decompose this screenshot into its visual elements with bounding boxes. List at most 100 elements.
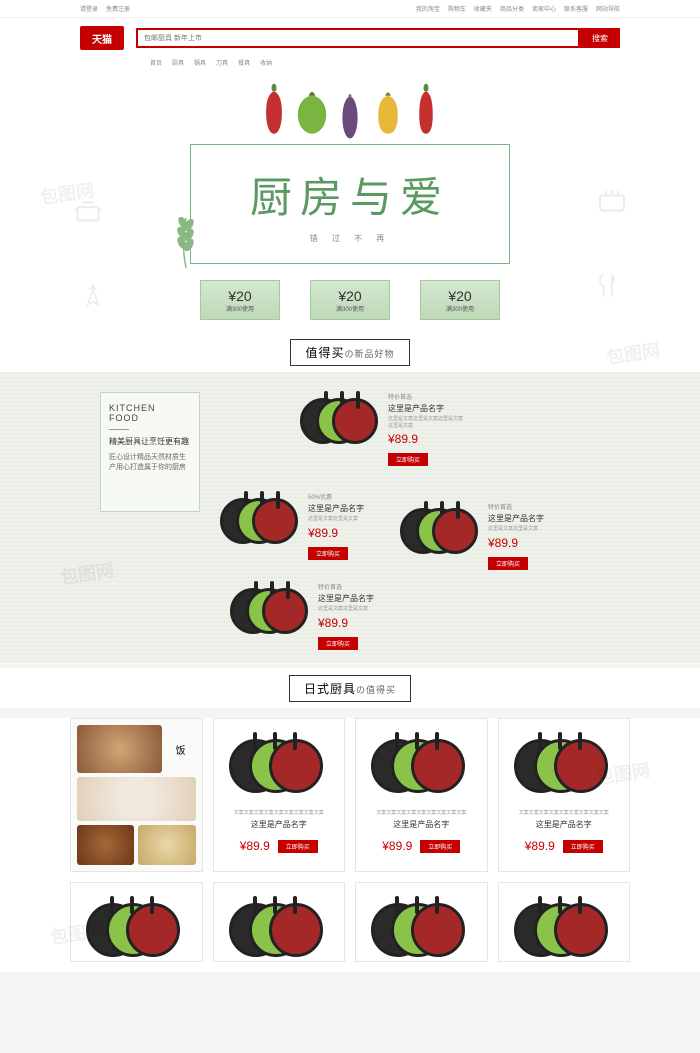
product-item[interactable]: 50%优惠这里是产品名字这里是文案这里是文案¥89.9立即购买 bbox=[220, 492, 386, 561]
product-name: 这里是产品名字 bbox=[308, 503, 386, 514]
search-button[interactable]: 搜索 bbox=[580, 28, 620, 48]
dish-image bbox=[138, 825, 195, 865]
section1-title: 值得买の新品好物 bbox=[0, 332, 700, 372]
topbar-link[interactable]: 网站导航 bbox=[596, 4, 620, 13]
product-name: 这里是产品名字 bbox=[488, 513, 566, 524]
product-card[interactable]: 文案文案文案文案文案文案文案文案文案这里是产品名字¥89.9立即购买 bbox=[213, 718, 346, 872]
buy-button[interactable]: 立即购买 bbox=[308, 547, 348, 560]
topbar-link[interactable]: 我的淘宝 bbox=[416, 4, 440, 13]
coupon-amount: ¥20 bbox=[228, 288, 251, 304]
section-title-bold: 日式厨具 bbox=[304, 682, 356, 696]
buy-button[interactable]: 立即购买 bbox=[420, 840, 460, 853]
product-grid: 饭 文案文案文案文案文案文案文案文案文案这里是产品名字¥89.9立即购买文案文案… bbox=[70, 718, 630, 872]
coupon[interactable]: ¥20 满300使用 bbox=[310, 280, 390, 320]
product-card[interactable] bbox=[355, 882, 488, 962]
hero-banner: 厨房与爱 错 过 不 再 ¥20 满300使用 ¥20 满300使用 ¥20 满… bbox=[0, 72, 700, 332]
nav-link[interactable]: 首页 bbox=[150, 58, 162, 72]
nav-link[interactable]: 餐具 bbox=[238, 58, 250, 72]
topbar-link[interactable]: 免费注册 bbox=[106, 4, 130, 13]
buy-button[interactable]: 立即购买 bbox=[318, 637, 358, 650]
fork-icon bbox=[592, 272, 620, 300]
promo-en1: KITCHEN bbox=[109, 403, 191, 413]
product-price: ¥89.9 bbox=[388, 432, 466, 446]
pot-icon bbox=[70, 192, 106, 228]
coupon[interactable]: ¥20 满300使用 bbox=[200, 280, 280, 320]
section-title-small: の新品好物 bbox=[345, 349, 395, 359]
buy-button[interactable]: 立即购买 bbox=[488, 557, 528, 570]
coupon-condition: 满300使用 bbox=[226, 304, 254, 313]
product-desc: 这里是文案这里是文案这里是文案这里是文案 bbox=[388, 416, 466, 429]
card-desc: 文案文案文案文案文案文案文案文案文案 bbox=[519, 809, 609, 816]
product-name: 这里是产品名字 bbox=[318, 593, 396, 604]
pan-set-image bbox=[514, 733, 614, 803]
product-desc: 这里是文案这里是文案 bbox=[308, 516, 386, 523]
card-name: 这里是产品名字 bbox=[393, 819, 449, 830]
coupon-amount: ¥20 bbox=[448, 288, 471, 304]
promo-body: 匠心设计精品天然材质生产用心打造属于你的厨房 bbox=[109, 453, 191, 473]
pan-set-image bbox=[220, 492, 300, 552]
topbar-link[interactable]: 请登录 bbox=[80, 4, 98, 13]
product-card[interactable]: 文案文案文案文案文案文案文案文案文案这里是产品名字¥89.9立即购买 bbox=[355, 718, 488, 872]
product-tag: 特价首选 bbox=[318, 582, 396, 591]
topbar-link[interactable]: 收藏夹 bbox=[474, 4, 492, 13]
pan-set-image bbox=[371, 733, 471, 803]
product-tag: 50%优惠 bbox=[308, 492, 386, 501]
section-title-box: 日式厨具の值得买 bbox=[289, 675, 411, 702]
section2-title: 日式厨具の值得买 bbox=[0, 668, 700, 708]
product-desc: 这里是文案这里是文案 bbox=[318, 606, 396, 613]
tmall-logo[interactable]: 天猫 bbox=[80, 26, 124, 50]
promo-card: KITCHEN FOOD 精美厨具让烹饪更有趣 匠心设计精品天然材质生产用心打造… bbox=[100, 392, 200, 512]
pan-set-image bbox=[514, 897, 614, 947]
section2-body: 饭 文案文案文案文案文案文案文案文案文案这里是产品名字¥89.9立即购买文案文案… bbox=[0, 718, 700, 972]
search-container: 搜索 bbox=[136, 28, 620, 48]
card-price: ¥89.9 bbox=[240, 839, 270, 853]
buy-button[interactable]: 立即购买 bbox=[388, 453, 428, 466]
product-item[interactable]: 特价首选这里是产品名字这里是文案这里是文案 ¥89.9 立即购买 bbox=[230, 582, 396, 651]
product-item[interactable]: 特价首选这里是产品名字这里是文案这里是文案这里是文案这里是文案 ¥89.9 立即购买 bbox=[300, 392, 466, 467]
product-desc: 这里是文案这里是文案 bbox=[488, 526, 566, 533]
hero-title: 厨房与爱 bbox=[250, 164, 450, 225]
food-showcase-card[interactable]: 饭 bbox=[70, 718, 203, 872]
buy-button[interactable]: 立即购买 bbox=[278, 840, 318, 853]
product-tag: 特价首选 bbox=[388, 392, 466, 401]
product-tag: 特价首选 bbox=[488, 502, 566, 511]
site-header: 天猫 搜索 bbox=[0, 18, 700, 58]
top-utility-bar: 请登录 免费注册 我的淘宝 购物车 收藏夹 商品分类 卖家中心 联系客服 网站导… bbox=[0, 0, 700, 18]
promo-en2: FOOD bbox=[109, 413, 191, 423]
pan-set-image bbox=[229, 733, 329, 803]
food-label: 饭 bbox=[166, 725, 196, 773]
product-card[interactable] bbox=[70, 882, 203, 962]
topbar-link[interactable]: 卖家中心 bbox=[532, 4, 556, 13]
category-nav: 首页 厨具 锅具 刀具 餐具 收纳 bbox=[0, 58, 700, 72]
product-item[interactable]: 特价首选这里是产品名字这里是文案这里是文案 ¥89.9 立即购买 bbox=[400, 502, 566, 571]
nav-link[interactable]: 锅具 bbox=[194, 58, 206, 72]
topbar-link[interactable]: 购物车 bbox=[448, 4, 466, 13]
dish-image bbox=[77, 825, 134, 865]
product-card[interactable]: 文案文案文案文案文案文案文案文案文案这里是产品名字¥89.9立即购买 bbox=[498, 718, 631, 872]
product-price: ¥89.9 bbox=[488, 536, 566, 550]
pan-set-image bbox=[400, 502, 480, 562]
product-name: 这里是产品名字 bbox=[388, 403, 466, 414]
buy-button[interactable]: 立即购买 bbox=[563, 840, 603, 853]
product-card[interactable] bbox=[498, 882, 631, 962]
coupon-condition: 满300使用 bbox=[336, 304, 364, 313]
vegetables-illustration bbox=[255, 80, 445, 140]
product-card[interactable] bbox=[213, 882, 346, 962]
nav-link[interactable]: 刀具 bbox=[216, 58, 228, 72]
section1-body: KITCHEN FOOD 精美厨具让烹饪更有趣 匠心设计精品天然材质生产用心打造… bbox=[0, 372, 700, 662]
pan-set-image bbox=[371, 897, 471, 947]
topbar-link[interactable]: 联系客服 bbox=[564, 4, 588, 13]
product-grid-row2 bbox=[70, 882, 630, 962]
nav-link[interactable]: 收纳 bbox=[260, 58, 272, 72]
coupon[interactable]: ¥20 满300使用 bbox=[420, 280, 500, 320]
product-price: ¥89.9 bbox=[318, 616, 396, 630]
section-title-small: の值得买 bbox=[356, 685, 396, 695]
pan-set-image bbox=[229, 897, 329, 947]
topbar-link[interactable]: 商品分类 bbox=[500, 4, 524, 13]
card-name: 这里是产品名字 bbox=[536, 819, 592, 830]
section-title-bold: 值得买 bbox=[305, 346, 344, 360]
hero-title-frame: 厨房与爱 错 过 不 再 bbox=[190, 144, 510, 264]
search-input[interactable] bbox=[136, 28, 580, 48]
nav-link[interactable]: 厨具 bbox=[172, 58, 184, 72]
coupon-amount: ¥20 bbox=[338, 288, 361, 304]
